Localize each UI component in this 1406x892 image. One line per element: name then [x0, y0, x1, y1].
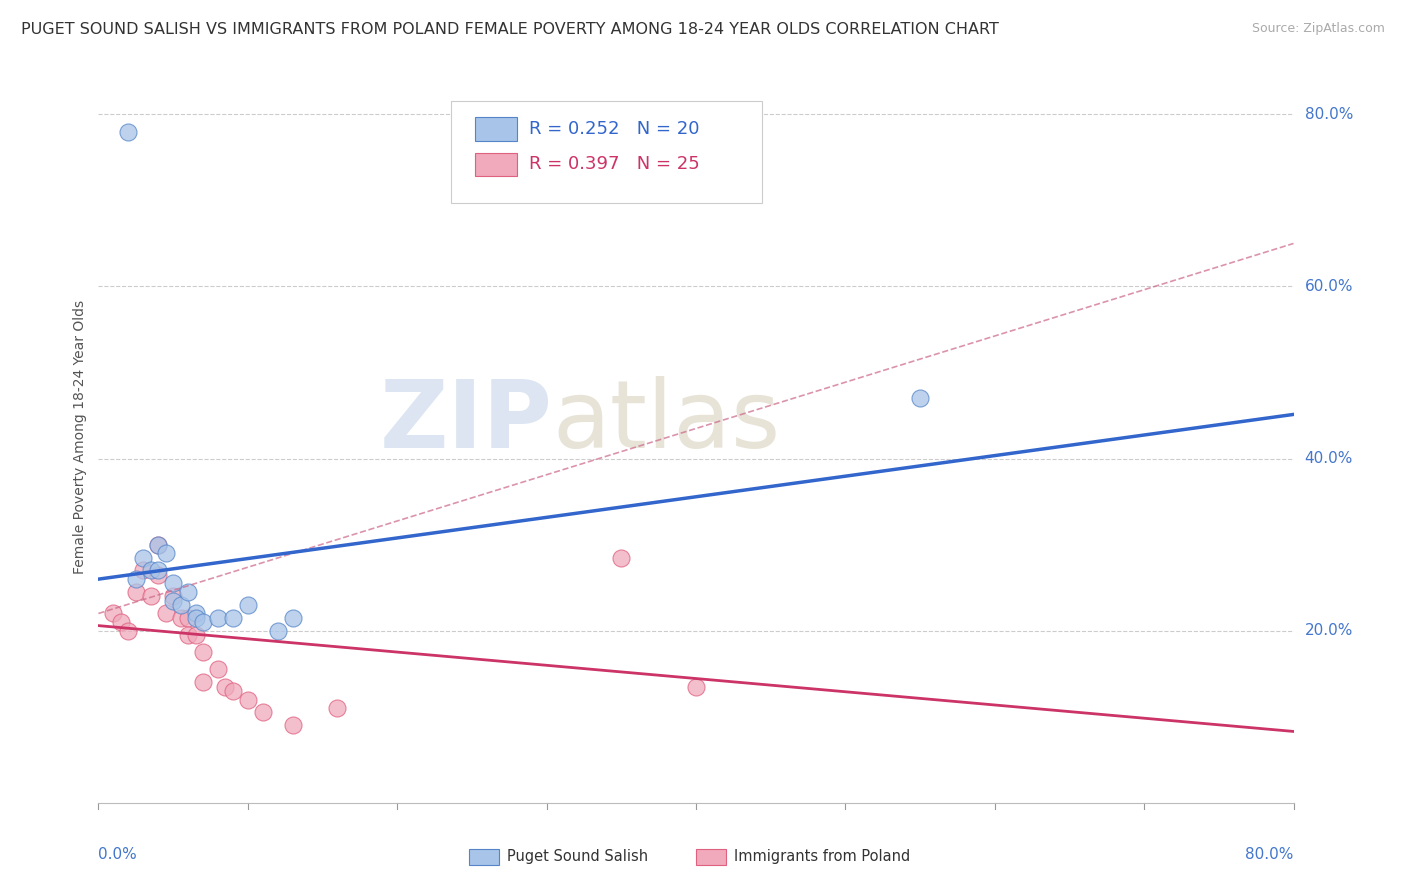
Point — [148, 564, 170, 578]
Point — [117, 125, 139, 139]
Point — [610, 550, 633, 565]
Text: Puget Sound Salish: Puget Sound Salish — [508, 848, 648, 863]
Point — [177, 585, 200, 599]
Point — [148, 538, 170, 552]
Point — [155, 546, 177, 560]
Point — [222, 611, 245, 625]
FancyBboxPatch shape — [696, 849, 725, 865]
Point — [132, 564, 155, 578]
Point — [184, 611, 207, 625]
Point — [110, 615, 132, 629]
Point — [117, 624, 139, 638]
Point — [267, 624, 290, 638]
Text: R = 0.397   N = 25: R = 0.397 N = 25 — [529, 155, 699, 173]
Point — [908, 392, 931, 406]
Point — [191, 675, 214, 690]
Point — [184, 607, 207, 621]
Point — [169, 598, 191, 612]
Point — [177, 611, 200, 625]
Point — [177, 628, 200, 642]
Point — [139, 564, 162, 578]
FancyBboxPatch shape — [475, 118, 517, 141]
FancyBboxPatch shape — [470, 849, 499, 865]
Text: ZIP: ZIP — [380, 376, 553, 468]
Point — [148, 538, 170, 552]
Point — [222, 684, 245, 698]
Y-axis label: Female Poverty Among 18-24 Year Olds: Female Poverty Among 18-24 Year Olds — [73, 300, 87, 574]
FancyBboxPatch shape — [451, 101, 762, 203]
Point — [155, 607, 177, 621]
Text: Immigrants from Poland: Immigrants from Poland — [734, 848, 911, 863]
Text: R = 0.252   N = 20: R = 0.252 N = 20 — [529, 120, 699, 138]
Point — [191, 645, 214, 659]
Point — [162, 589, 184, 603]
Point — [103, 607, 125, 621]
Point — [236, 692, 259, 706]
Point — [281, 718, 304, 732]
Text: 80.0%: 80.0% — [1246, 847, 1294, 862]
Text: 80.0%: 80.0% — [1305, 107, 1353, 122]
Point — [139, 589, 162, 603]
Text: 60.0%: 60.0% — [1305, 279, 1353, 294]
Text: 40.0%: 40.0% — [1305, 451, 1353, 467]
Text: PUGET SOUND SALISH VS IMMIGRANTS FROM POLAND FEMALE POVERTY AMONG 18-24 YEAR OLD: PUGET SOUND SALISH VS IMMIGRANTS FROM PO… — [21, 22, 1000, 37]
Point — [132, 550, 155, 565]
Point — [162, 593, 184, 607]
Point — [207, 611, 229, 625]
Point — [191, 615, 214, 629]
Point — [125, 572, 148, 586]
Point — [236, 598, 259, 612]
Point — [184, 628, 207, 642]
Text: 20.0%: 20.0% — [1305, 624, 1353, 638]
Point — [326, 701, 349, 715]
Text: atlas: atlas — [553, 376, 780, 468]
Point — [207, 662, 229, 676]
Point — [162, 576, 184, 591]
Point — [125, 585, 148, 599]
Point — [148, 567, 170, 582]
Point — [685, 680, 707, 694]
Point — [169, 611, 191, 625]
Point — [281, 611, 304, 625]
Text: Source: ZipAtlas.com: Source: ZipAtlas.com — [1251, 22, 1385, 36]
Text: 0.0%: 0.0% — [98, 847, 138, 862]
FancyBboxPatch shape — [475, 153, 517, 176]
Point — [214, 680, 236, 694]
Point — [252, 706, 274, 720]
